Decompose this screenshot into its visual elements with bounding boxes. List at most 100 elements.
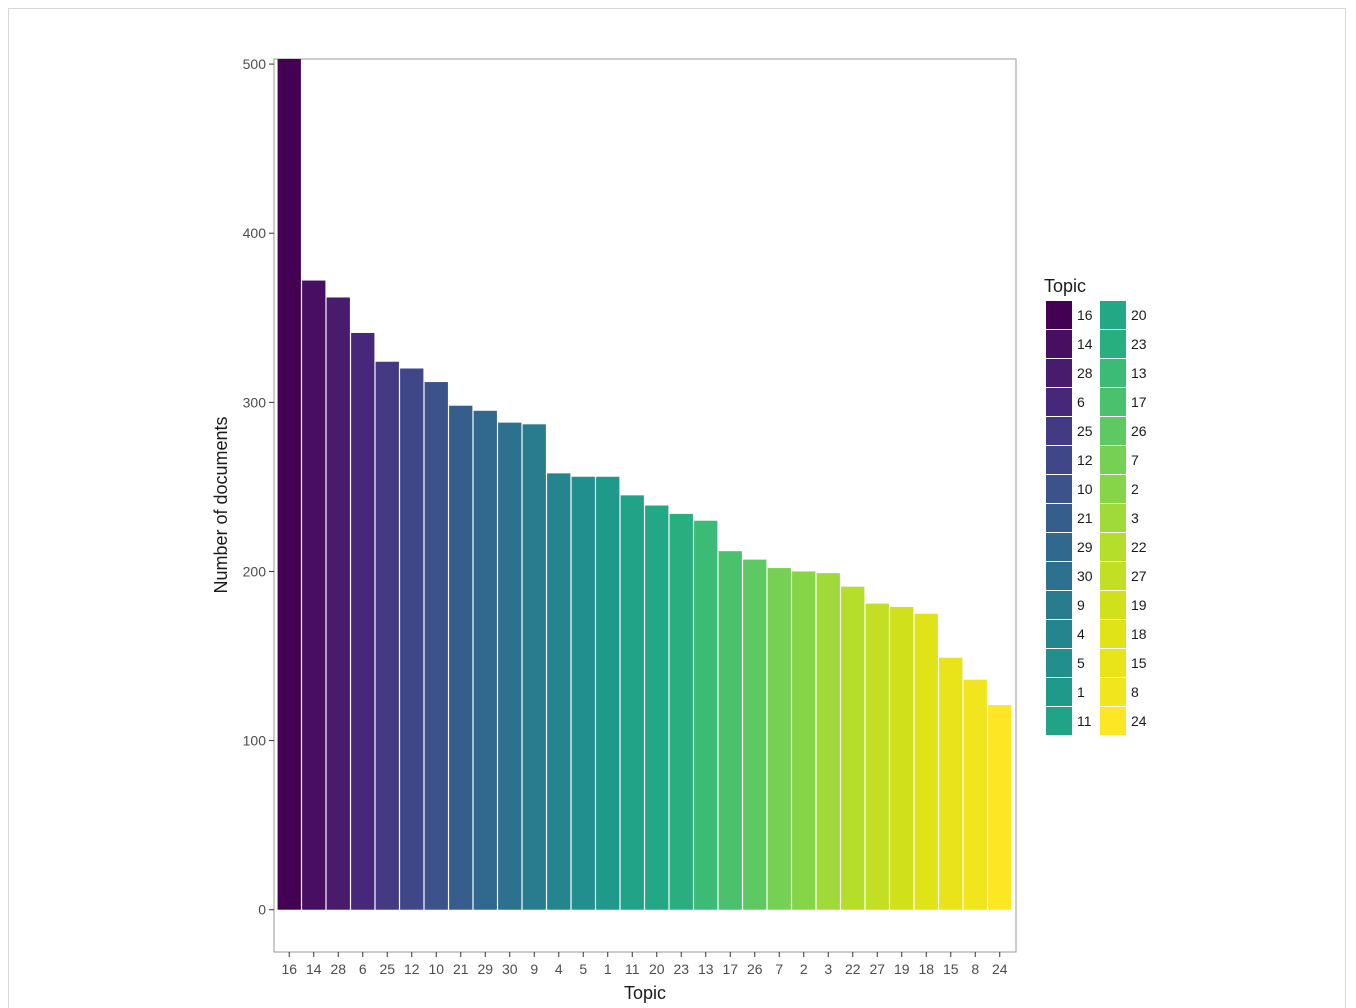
y-tick-label: 500 <box>243 56 267 72</box>
x-tick-label: 6 <box>359 961 367 977</box>
y-tick-label: 200 <box>243 563 267 579</box>
bar-topic-27 <box>865 603 889 910</box>
legend-key-17 <box>1100 388 1126 416</box>
legend-label: 21 <box>1077 510 1093 526</box>
x-tick-label: 10 <box>428 961 444 977</box>
x-tick-label: 18 <box>918 961 934 977</box>
legend-label: 28 <box>1077 365 1093 381</box>
legend-label: 24 <box>1131 713 1147 729</box>
legend-key-5 <box>1046 649 1072 677</box>
legend-key-4 <box>1046 620 1072 648</box>
legend-label: 17 <box>1131 394 1147 410</box>
x-axis: 16 14 28 6 25 12 10 21 29 30 9 4 5 1 11 20 23 13 17 26 7 2 3 22… <box>281 952 1008 977</box>
legend-key-14 <box>1046 330 1072 358</box>
x-tick-label: 21 <box>453 961 469 977</box>
bar-topic-16 <box>277 59 301 910</box>
bar-topic-5 <box>571 476 595 910</box>
legend-title: Topic <box>1044 276 1086 296</box>
legend-key-2 <box>1100 475 1126 503</box>
bar-topic-24 <box>988 705 1012 910</box>
x-tick-label: 19 <box>894 961 910 977</box>
legend-key-30 <box>1046 562 1072 590</box>
legend-label: 9 <box>1077 597 1085 613</box>
x-tick-label: 28 <box>330 961 346 977</box>
bar-topic-28 <box>326 297 350 910</box>
x-tick-label: 9 <box>530 961 538 977</box>
bar-topic-10 <box>424 382 448 910</box>
bar-topic-4 <box>547 473 571 910</box>
bar-topic-11 <box>620 495 644 910</box>
legend-label: 3 <box>1131 510 1139 526</box>
legend-label: 5 <box>1077 655 1085 671</box>
bar-topic-25 <box>375 361 399 910</box>
y-axis-title: Number of documents <box>211 416 231 593</box>
legend-key-19 <box>1100 591 1126 619</box>
legend-key-29 <box>1046 533 1072 561</box>
x-tick-label: 20 <box>649 961 665 977</box>
legend-key-16 <box>1046 301 1072 329</box>
x-tick-label: 5 <box>579 961 587 977</box>
legend-label: 13 <box>1131 365 1147 381</box>
bar-topic-9 <box>522 424 546 910</box>
legend-key-6 <box>1046 388 1072 416</box>
legend-label: 8 <box>1131 684 1139 700</box>
bar-topic-22 <box>841 586 865 910</box>
legend: Topic 1614286251210212930945111202313172… <box>1044 276 1147 735</box>
x-tick-label: 15 <box>943 961 959 977</box>
legend-key-12 <box>1046 446 1072 474</box>
legend-label: 27 <box>1131 568 1147 584</box>
legend-key-7 <box>1100 446 1126 474</box>
x-tick-label: 22 <box>845 961 861 977</box>
y-tick-label: 100 <box>243 733 267 749</box>
y-axis: 0 100 200 300 400 500 <box>243 56 274 918</box>
bar-topic-8 <box>963 679 987 910</box>
legend-label: 11 <box>1077 713 1092 729</box>
legend-key-8 <box>1100 678 1126 706</box>
bar-topic-19 <box>890 606 914 910</box>
legend-key-24 <box>1100 707 1126 735</box>
x-tick-label: 30 <box>502 961 518 977</box>
legend-label: 19 <box>1131 597 1147 613</box>
x-tick-label: 25 <box>379 961 395 977</box>
legend-label: 16 <box>1077 307 1093 323</box>
legend-label: 30 <box>1077 568 1093 584</box>
figure-frame <box>8 8 1346 1008</box>
bar-topic-14 <box>302 280 326 910</box>
bar-topic-7 <box>767 568 791 910</box>
x-tick-label: 8 <box>971 961 979 977</box>
x-tick-label: 4 <box>555 961 563 977</box>
x-tick-label: 7 <box>775 961 783 977</box>
legend-key-25 <box>1046 417 1072 445</box>
legend-label: 6 <box>1077 394 1085 410</box>
legend-key-11 <box>1046 707 1072 735</box>
bar-topic-23 <box>669 513 693 910</box>
legend-label: 14 <box>1077 336 1093 352</box>
legend-key-10 <box>1046 475 1072 503</box>
bars <box>277 59 1012 910</box>
x-tick-label: 24 <box>992 961 1008 977</box>
x-tick-label: 23 <box>673 961 689 977</box>
bar-topic-6 <box>351 332 375 910</box>
x-axis-title: Topic <box>624 983 666 1003</box>
legend-key-1 <box>1046 678 1072 706</box>
bar-topic-15 <box>939 657 963 910</box>
x-tick-label: 17 <box>722 961 738 977</box>
legend-key-9 <box>1046 591 1072 619</box>
x-tick-label: 26 <box>747 961 763 977</box>
legend-label: 7 <box>1131 452 1139 468</box>
bar-topic-2 <box>792 571 816 910</box>
legend-key-26 <box>1100 417 1126 445</box>
legend-key-15 <box>1100 649 1126 677</box>
x-tick-label: 13 <box>698 961 714 977</box>
bar-topic-26 <box>743 559 767 910</box>
legend-label: 12 <box>1077 452 1093 468</box>
legend-label: 4 <box>1077 626 1085 642</box>
bar-topic-18 <box>914 613 938 910</box>
legend-key-21 <box>1046 504 1072 532</box>
legend-label: 29 <box>1077 539 1093 555</box>
legend-key-3 <box>1100 504 1126 532</box>
bar-topic-17 <box>718 551 742 910</box>
x-tick-label: 12 <box>404 961 420 977</box>
legend-label: 1 <box>1077 684 1085 700</box>
